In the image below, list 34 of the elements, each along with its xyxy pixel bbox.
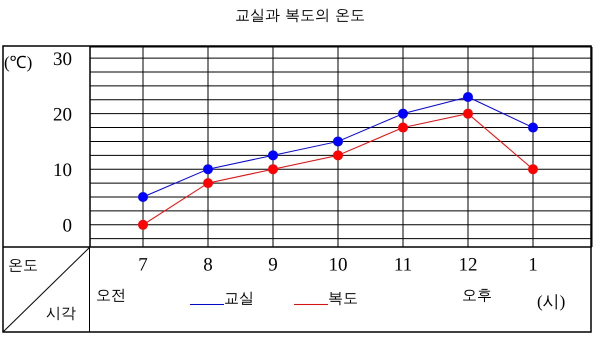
y-tick-label: 0 (62, 216, 72, 237)
legend-label: 교실 (224, 289, 254, 308)
x-axis-title: (시) (537, 291, 566, 313)
point (463, 108, 473, 119)
text: 온도 (8, 256, 38, 275)
chart-title: 교실과 복도의 온도 (234, 6, 366, 25)
y-tick-label: 10 (53, 160, 72, 181)
x-tick-label: 7 (138, 254, 148, 276)
y-tick-label: 20 (53, 104, 72, 126)
point (333, 136, 343, 146)
point (203, 178, 213, 188)
legend-label: 복도 (328, 289, 358, 308)
text: 오후 (462, 286, 492, 305)
text: 시각 (46, 304, 76, 323)
point (528, 122, 538, 133)
x-tick-label: 11 (394, 254, 412, 276)
point (268, 150, 278, 160)
x-tick-label: 9 (268, 254, 278, 276)
point (463, 92, 473, 102)
x-tick-label: 8 (203, 254, 213, 276)
point (138, 192, 148, 202)
point (528, 164, 538, 174)
point (333, 150, 343, 160)
text: 오전 (96, 286, 126, 305)
y-tick-label: 30 (53, 48, 72, 70)
point (398, 108, 408, 119)
point (268, 164, 278, 174)
x-tick-label: 12 (458, 254, 478, 276)
point (138, 220, 148, 230)
point (203, 164, 213, 174)
x-tick-label: 10 (328, 254, 348, 276)
x-tick-label: 1 (528, 254, 538, 276)
y-axis-title: (℃) (4, 52, 32, 73)
point (398, 122, 408, 133)
